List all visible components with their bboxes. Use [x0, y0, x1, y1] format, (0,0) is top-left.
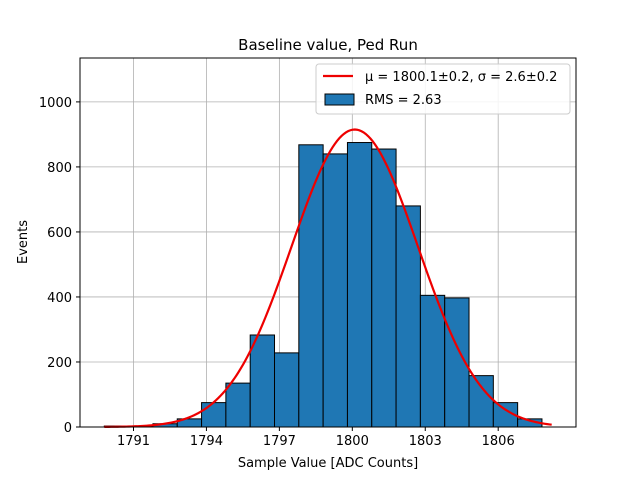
x-tick-label: 1806	[482, 434, 515, 449]
chart-title: Baseline value, Ped Run	[238, 36, 418, 54]
y-tick-label: 800	[47, 161, 72, 176]
x-tick-label: 1797	[263, 434, 296, 449]
legend-histogram-label: RMS = 2.63	[365, 93, 442, 108]
y-tick-label: 1000	[39, 96, 72, 111]
y-tick-label: 600	[47, 226, 72, 241]
x-tick-label: 1794	[190, 434, 223, 449]
histogram-bar	[395, 205, 421, 428]
histogram-bar	[201, 402, 227, 428]
x-axis-ticks: 1791 1794 1797 1800 1803 1806	[117, 427, 515, 449]
y-axis-ticks: 0 200 400 600 800 1000	[39, 96, 80, 436]
plot-frame	[79, 57, 577, 428]
histogram-bar	[274, 352, 300, 428]
histogram-bar	[249, 334, 276, 428]
x-axis-label: Sample Value [ADC Counts]	[238, 456, 418, 471]
legend: μ = 1800.1±0.2, σ = 2.6±0.2 RMS = 2.63	[315, 63, 571, 115]
y-tick-label: 0	[64, 421, 72, 436]
histogram-bar	[419, 294, 446, 428]
legend-histogram-swatch	[324, 93, 355, 106]
y-tick-label: 400	[47, 291, 72, 306]
y-tick-label: 200	[47, 356, 72, 371]
x-tick-label: 1803	[409, 434, 442, 449]
x-tick-label: 1791	[117, 434, 150, 449]
histogram-bar	[371, 148, 397, 428]
x-tick-label: 1800	[336, 434, 369, 449]
y-axis-label: Events	[16, 220, 31, 264]
histogram-bar	[468, 375, 494, 428]
histogram-bar	[225, 382, 251, 428]
histogram-bar	[322, 153, 348, 428]
histogram-bar	[298, 144, 324, 428]
gaussian-fit-curve	[104, 128, 552, 428]
legend-fit-label: μ = 1800.1±0.2, σ = 2.6±0.2	[365, 70, 557, 85]
legend-box	[315, 63, 571, 115]
histogram-bar	[346, 142, 373, 428]
